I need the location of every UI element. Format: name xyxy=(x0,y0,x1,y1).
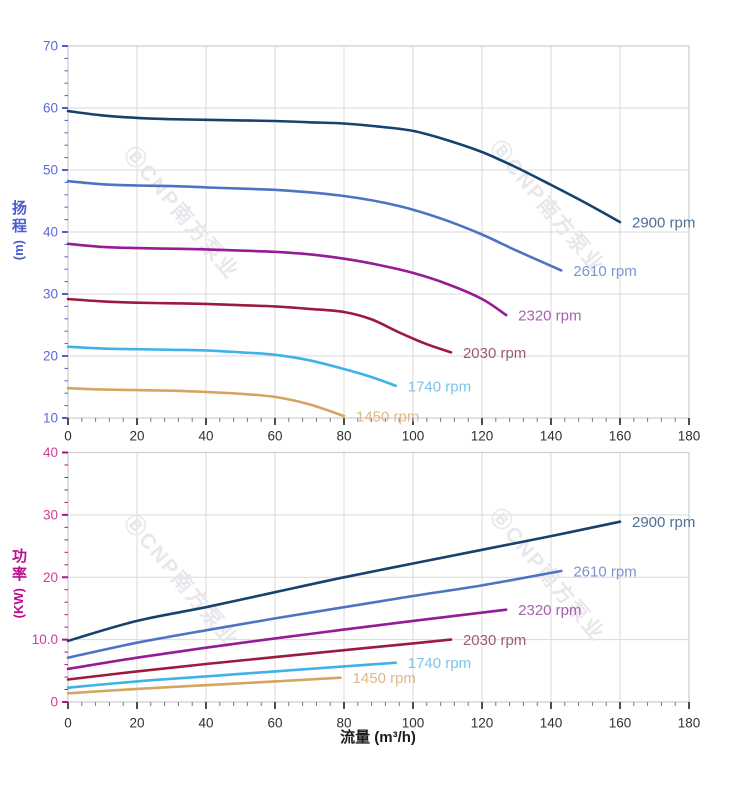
power-axis-title: 功率 (KW) xyxy=(8,548,29,618)
x-tick-label: 60 xyxy=(267,716,282,731)
y-tick-label: 40 xyxy=(43,445,58,460)
y-tick-label: 20 xyxy=(43,349,58,364)
y-tick-label: 10.0 xyxy=(32,632,58,647)
flow-axis-title: 流量 (m³/h) xyxy=(340,729,416,746)
curve-label-2320-rpm: 2320 rpm xyxy=(518,602,581,619)
x-tick-label: 80 xyxy=(336,429,351,444)
curve-label-2900-rpm: 2900 rpm xyxy=(632,514,695,531)
curve-label-2610-rpm: 2610 rpm xyxy=(573,564,636,581)
curve-2900-rpm xyxy=(66,520,622,643)
curve-1450-rpm xyxy=(66,386,346,418)
power-axis-title-text: 功率 xyxy=(10,548,27,584)
x-tick-label: 100 xyxy=(402,429,425,444)
head-axis-unit: (m) xyxy=(11,240,26,261)
x-tick-label: 20 xyxy=(129,429,144,444)
y-tick-label: 40 xyxy=(43,225,58,240)
curves-layer: 2900 rpm 2610 rpm 2320 rpm 2030 rpm 1740 rpm… xyxy=(66,109,695,695)
x-tick-label: 80 xyxy=(336,716,351,731)
x-tick-label: 160 xyxy=(609,429,632,444)
y-tick-label: 30 xyxy=(43,507,58,522)
head-axis-title: 扬程 (m) xyxy=(8,200,29,260)
x-tick-label: 40 xyxy=(198,716,213,731)
x-tick-label: 60 xyxy=(267,429,282,444)
x-tick-label: 180 xyxy=(678,716,701,731)
curve-2610-rpm xyxy=(66,179,563,272)
x-tick-label: 180 xyxy=(678,429,701,444)
x-tick-label: 160 xyxy=(609,716,632,731)
y-tick-label: 20 xyxy=(43,570,58,585)
curve-2320-rpm xyxy=(66,608,508,671)
brand-watermark: ⒷCNP南方泵业 xyxy=(119,510,244,652)
curve-label-2030-rpm: 2030 rpm xyxy=(463,632,526,649)
curve-label-2320-rpm: 2320 rpm xyxy=(518,308,581,325)
x-tick-label: 40 xyxy=(198,429,213,444)
x-tick-label: 0 xyxy=(64,429,72,444)
curve-label-2900-rpm: 2900 rpm xyxy=(632,215,695,232)
x-tick-label: 20 xyxy=(129,716,144,731)
x-tick-label: 100 xyxy=(402,716,425,731)
curve-1740-rpm xyxy=(66,661,398,689)
curve-label-1740-rpm: 1740 rpm xyxy=(408,378,471,395)
x-tick-label: 140 xyxy=(540,429,563,444)
curve-label-2610-rpm: 2610 rpm xyxy=(573,263,636,280)
y-tick-label: 70 xyxy=(43,39,58,54)
curve-label-1740-rpm: 1740 rpm xyxy=(408,655,471,672)
curve-2320-rpm xyxy=(66,242,508,317)
y-tick-label: 0 xyxy=(50,695,58,710)
curve-label-1450-rpm: 1450 rpm xyxy=(353,670,416,687)
y-tick-label: 30 xyxy=(43,287,58,302)
x-tick-label: 120 xyxy=(471,429,494,444)
curve-label-2030-rpm: 2030 rpm xyxy=(463,345,526,362)
y-tick-label: 50 xyxy=(43,163,58,178)
curve-2030-rpm xyxy=(66,638,453,681)
power-axis-unit: (KW) xyxy=(11,588,26,619)
x-tick-label: 140 xyxy=(540,716,563,731)
y-tick-label: 60 xyxy=(43,101,58,116)
brand-watermark: ⒷCNP南方泵业 xyxy=(119,142,244,284)
curve-2900-rpm xyxy=(66,109,622,224)
head-axis-title-text: 扬程 xyxy=(10,200,27,236)
x-tick-label: 0 xyxy=(64,716,72,731)
x-tick-label: 120 xyxy=(471,716,494,731)
curve-2610-rpm xyxy=(66,569,563,659)
curve-2030-rpm xyxy=(66,297,453,354)
curve-label-1450-rpm: 1450 rpm xyxy=(356,409,419,426)
y-tick-label: 10 xyxy=(43,411,58,426)
curve-1740-rpm xyxy=(66,345,398,388)
curve-1450-rpm xyxy=(66,676,342,695)
